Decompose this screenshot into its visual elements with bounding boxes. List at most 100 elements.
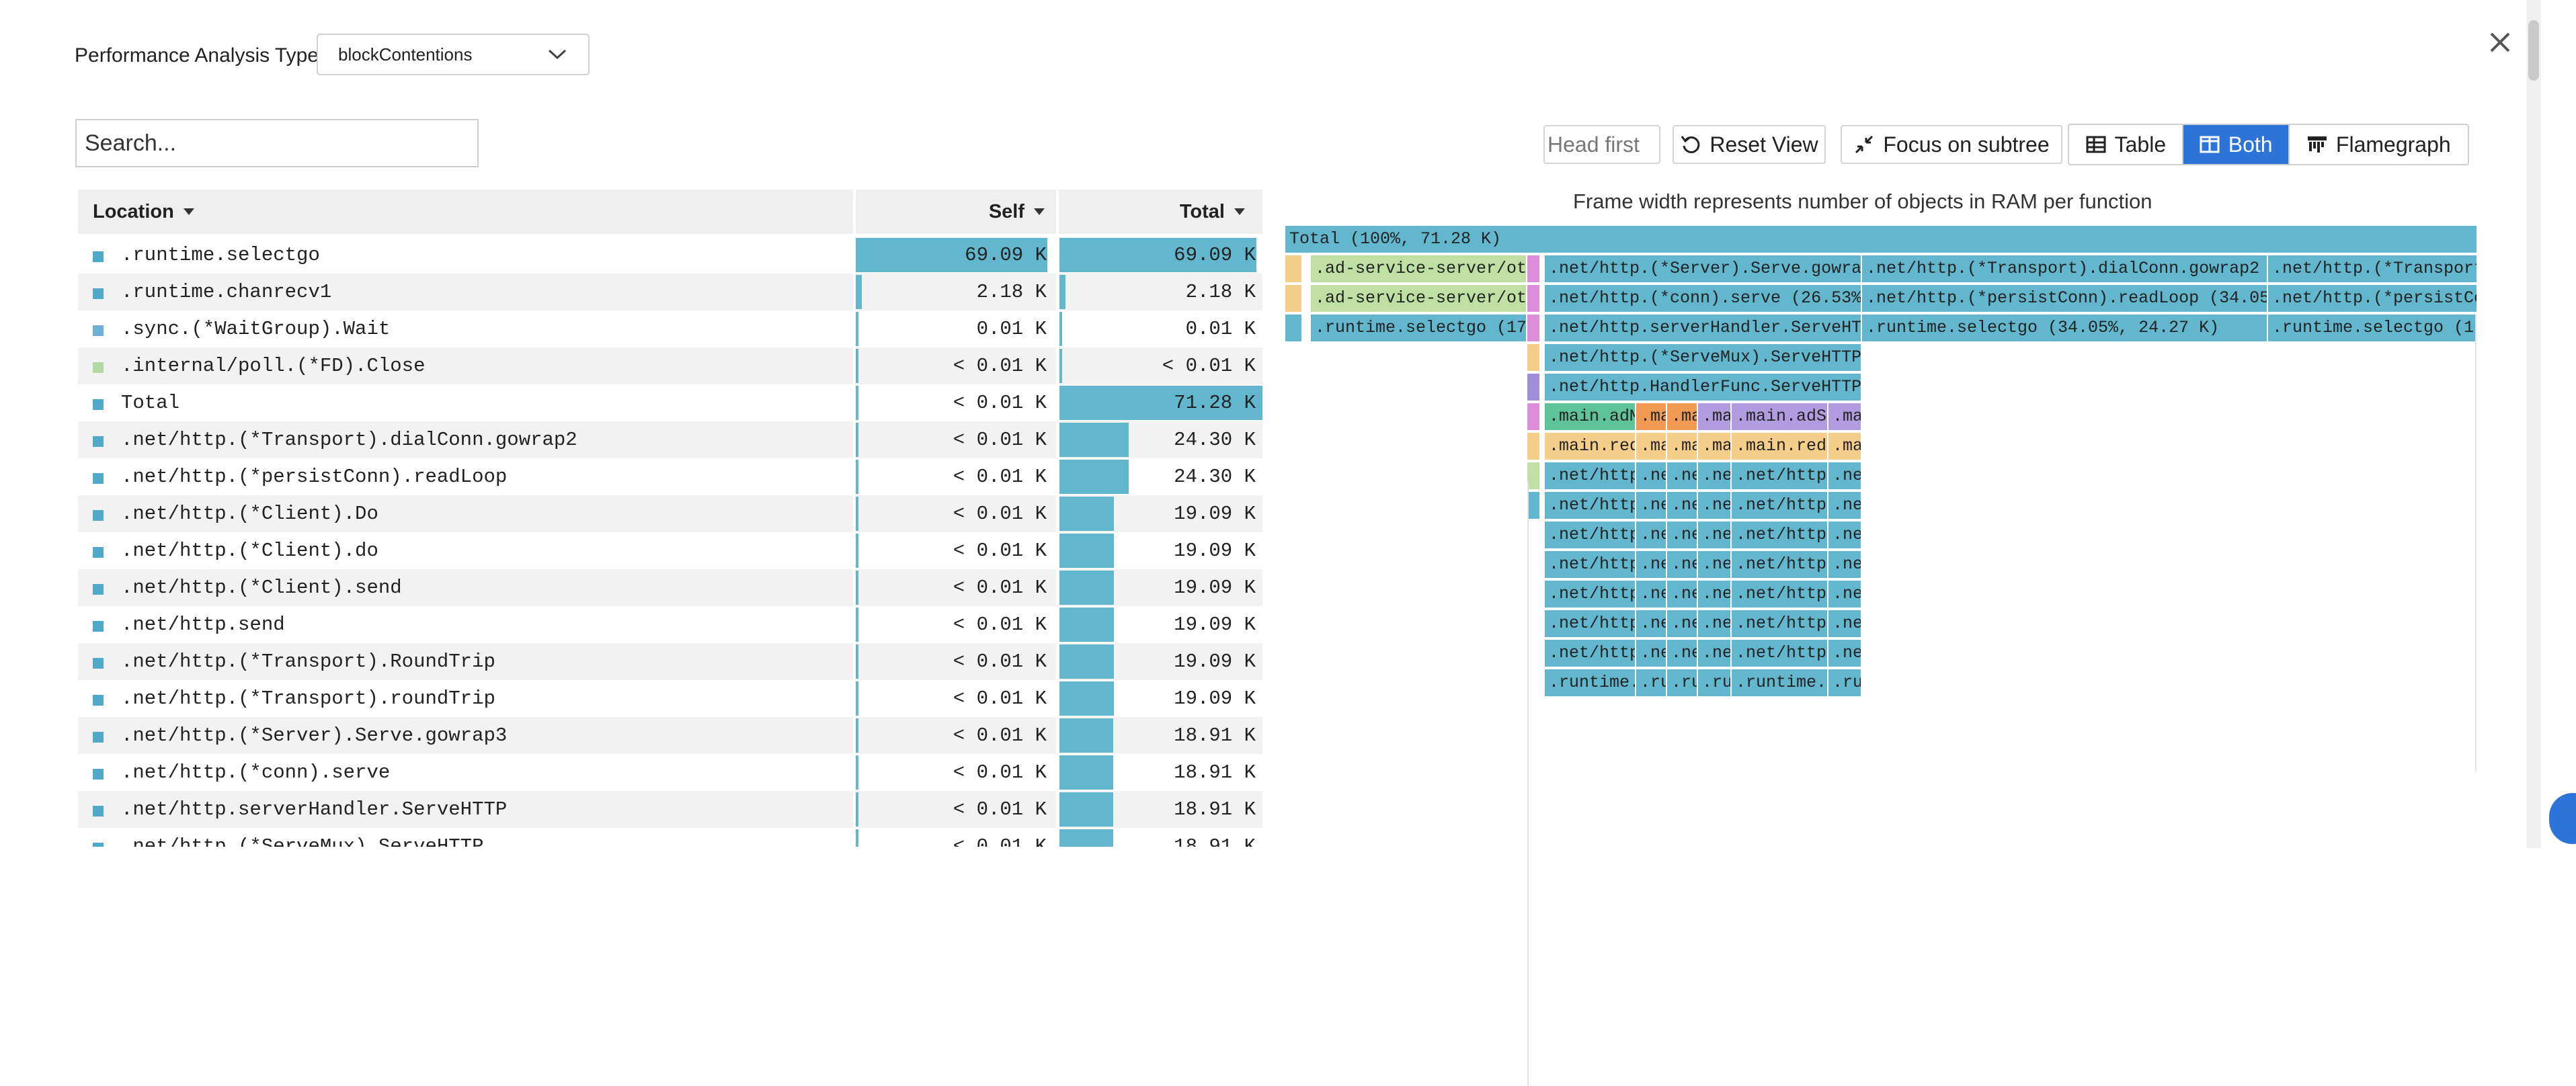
flame-frame[interactable]: .ne (1828, 521, 1862, 548)
flame-frame[interactable]: .main.adMi (1545, 403, 1636, 430)
flame-frame[interactable]: .ne (1698, 640, 1732, 667)
location-column-header[interactable]: Location (93, 190, 194, 234)
flame-frame[interactable]: .net/http. (1732, 551, 1828, 578)
flame-frame[interactable]: .net/http.(*Transport (2268, 255, 2478, 282)
flame-frame[interactable]: .net/http (1545, 492, 1636, 519)
flame-frame[interactable]: .net/http. (1732, 521, 1828, 548)
table-row[interactable]: .net/http.send < 0.01 K 19.09 K (78, 606, 1262, 643)
flame-frame[interactable]: .ru (1828, 669, 1862, 696)
flame-frame[interactable]: .ma (1636, 433, 1667, 460)
flame-frame[interactable]: .net/http (1545, 551, 1636, 578)
table-row[interactable]: .net/http.(*Server).Serve.gowrap3 < 0.01 … (78, 717, 1262, 754)
flame-frame[interactable]: .main.adSe (1732, 403, 1828, 430)
page-scrollbar[interactable] (2526, 0, 2541, 848)
table-row[interactable]: .net/http.serverHandler.ServeHTTP < 0.01 … (78, 791, 1262, 828)
table-row[interactable]: .net/http.(*ServeMux).ServeHTTP < 0.01 K 1… (78, 828, 1262, 847)
view-both-button[interactable]: Both (2183, 125, 2290, 164)
flame-frame[interactable]: .ne (1828, 610, 1862, 637)
flame-frame[interactable]: .net/http.(*persistCo (2268, 285, 2478, 312)
flame-frame[interactable]: .main.redi (1732, 433, 1828, 460)
flame-frame[interactable]: .net/http.(*Transport).dialConn.gowrap2 … (1862, 255, 2268, 282)
focus-subtree-button[interactable]: Focus on subtree (1841, 125, 2062, 164)
flame-frame[interactable]: .net/http (1545, 521, 1636, 548)
self-column-header[interactable]: Self (989, 190, 1045, 234)
table-row[interactable]: .runtime.chanrecv1 2.18 K 2.18 K (78, 274, 1262, 310)
flame-frame[interactable]: .net/http.(*persistConn).readLoop (34.05… (1862, 285, 2268, 312)
flame-frame[interactable]: .net/http (1545, 640, 1636, 667)
flame-frame[interactable]: .runtime.selectgo (16 (2268, 315, 2478, 341)
flame-frame[interactable]: .ma (1828, 433, 1862, 460)
flame-frame[interactable]: .ma (1667, 433, 1698, 460)
flame-frame[interactable]: .ma (1636, 403, 1667, 430)
flame-frame[interactable]: .ne (1698, 581, 1732, 608)
flame-frame[interactable]: .runtime.selectgo (17.9 (1311, 315, 1527, 341)
flame-frame[interactable]: .ru (1667, 669, 1698, 696)
flame-frame[interactable]: .ne (1698, 551, 1732, 578)
flame-frame[interactable]: .ne (1698, 462, 1732, 489)
flame-frame[interactable]: .net/http. (1732, 610, 1828, 637)
flame-frame[interactable]: .ne (1636, 521, 1667, 548)
flame-frame[interactable] (1527, 433, 1541, 460)
flame-frame[interactable] (1527, 374, 1541, 401)
view-table-button[interactable]: Table (2069, 125, 2183, 164)
flame-frame[interactable]: .ne (1667, 610, 1698, 637)
flame-frame[interactable] (1527, 255, 1541, 282)
table-row[interactable]: .net/http.(*Client).Do < 0.01 K 19.09 K (78, 495, 1262, 532)
flame-frame[interactable]: Total (100%, 71.28 K) (1285, 226, 2478, 253)
flame-frame[interactable]: .ru (1636, 669, 1667, 696)
table-row[interactable]: .net/http.(*Client).send < 0.01 K 19.09 K (78, 569, 1262, 606)
flame-frame[interactable]: .ad-service-server/otel (1311, 255, 1527, 282)
flame-frame[interactable]: .ne (1636, 551, 1667, 578)
flame-frame[interactable]: .ne (1667, 462, 1698, 489)
flame-frame[interactable]: .ma (1667, 403, 1698, 430)
table-row[interactable]: .net/http.(*persistConn).readLoop < 0.01 … (78, 458, 1262, 495)
flame-frame[interactable]: .ne (1698, 521, 1732, 548)
flame-frame[interactable]: .ne (1667, 492, 1698, 519)
floating-action-button[interactable] (2549, 793, 2576, 844)
flame-frame[interactable]: .ne (1667, 521, 1698, 548)
flame-frame[interactable]: .ne (1828, 492, 1862, 519)
table-row[interactable]: .net/http.(*conn).serve < 0.01 K 18.91 K (78, 754, 1262, 791)
table-row[interactable]: .net/http.(*Transport).roundTrip < 0.01 K… (78, 680, 1262, 717)
table-row[interactable]: .net/http.(*Client).do < 0.01 K 19.09 K (78, 532, 1262, 569)
flame-frame[interactable]: .ne (1667, 581, 1698, 608)
flame-frame[interactable]: .net/http. (1732, 462, 1828, 489)
flame-frame[interactable]: .ne (1698, 610, 1732, 637)
flame-frame[interactable]: .net/http.(*ServeMux).ServeHTTP (2 (1545, 344, 1862, 371)
flame-frame[interactable]: .net/http (1545, 581, 1636, 608)
flame-frame[interactable]: .ne (1636, 640, 1667, 667)
total-column-header[interactable]: Total (1180, 190, 1245, 234)
flame-frame[interactable]: .net/http. (1732, 492, 1828, 519)
flame-frame[interactable]: .net/http (1545, 462, 1636, 489)
flame-frame[interactable] (1527, 315, 1541, 341)
view-flamegraph-button[interactable]: Flamegraph (2289, 125, 2468, 164)
flame-frame[interactable] (1285, 255, 1303, 282)
flame-frame[interactable]: .runtime. (1545, 669, 1636, 696)
reset-view-button[interactable]: Reset View (1673, 125, 1826, 164)
analysis-type-select[interactable]: blockContentions (317, 34, 590, 75)
flame-frame[interactable] (1285, 285, 1303, 312)
flame-frame[interactable]: .main.red (1545, 433, 1636, 460)
flame-frame[interactable] (1527, 462, 1541, 489)
flame-frame[interactable]: .runtime.s (1732, 669, 1828, 696)
flame-frame[interactable]: .ne (1828, 462, 1862, 489)
flame-frame[interactable]: .ne (1636, 492, 1667, 519)
flame-frame[interactable]: .net/http.(*conn).serve (26.53%, 1 (1545, 285, 1862, 312)
table-row[interactable]: .internal/poll.(*FD).Close < 0.01 K < 0.01… (78, 347, 1262, 384)
flame-frame[interactable]: .ma (1698, 433, 1732, 460)
flame-frame[interactable]: .net/http. (1732, 640, 1828, 667)
flame-frame[interactable]: .net/http.HandlerFunc.ServeHTTP (2 (1545, 374, 1862, 401)
scrollbar-thumb[interactable] (2528, 20, 2539, 81)
flame-frame[interactable]: .net/http. (1732, 581, 1828, 608)
flame-frame[interactable]: .ne (1698, 492, 1732, 519)
flame-frame[interactable]: .ne (1667, 551, 1698, 578)
table-row[interactable]: Total < 0.01 K 71.28 K (78, 384, 1262, 421)
flame-frame[interactable]: .ad-service-server/otel (1311, 285, 1527, 312)
flame-frame[interactable] (1285, 315, 1303, 341)
flame-frame[interactable]: .ne (1636, 581, 1667, 608)
flame-frame[interactable]: .net/http (1545, 610, 1636, 637)
flame-frame[interactable] (1527, 285, 1541, 312)
flame-frame[interactable]: .ma (1698, 403, 1732, 430)
flame-frame[interactable]: .ne (1636, 610, 1667, 637)
table-row[interactable]: .net/http.(*Transport).dialConn.gowrap2 <… (78, 421, 1262, 458)
